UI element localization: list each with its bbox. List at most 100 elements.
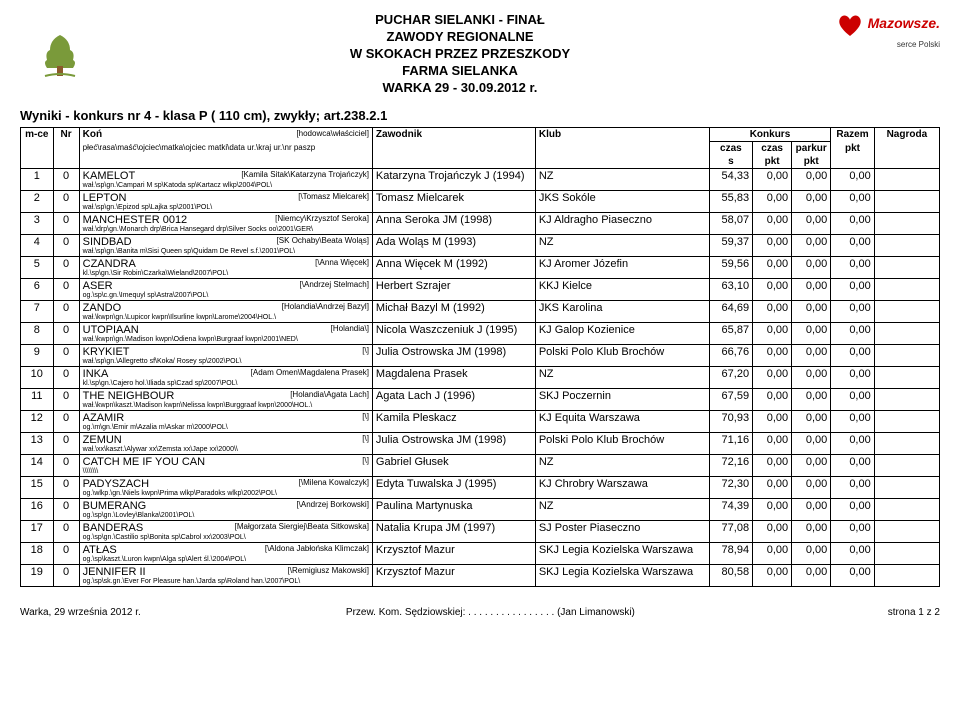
cell-mce: 15 [21,477,54,499]
cell-kon: PADYSZACH[\Milena Kowalczyk]og.\wlkp.\gn… [79,477,372,499]
logo-right: Mazowsze. serce Polski [820,10,940,49]
cell-kon: BUMERANG[\Andrzej Borkowski]og.\sp\gn.\L… [79,499,372,521]
cell-nagroda [874,191,939,213]
kon-detail: wał.\kwpn\kaszt.\Madison kwpn\Nelissa kw… [83,402,369,409]
table-row: 140CATCH ME IF YOU CAN[\]\\\\\\\\Gabriel… [21,455,940,477]
cell-zawodnik: Gabriel Głusek [372,455,535,477]
table-row: 120AZAMIR[\]og.\m\gn.\Emir m\Azalia m\As… [21,411,940,433]
cell-mce: 6 [21,279,54,301]
cell-zawodnik: Anna Seroka JM (1998) [372,213,535,235]
th-kon-sub1: [hodowca\właściciel] [296,129,368,138]
cell-czaspkt: 0,00 [753,367,792,389]
title-line-2: ZAWODY REGIONALNE [100,29,820,44]
cell-mce: 2 [21,191,54,213]
cell-klub: SJ Poster Piaseczno [535,521,709,543]
kon-detail: wał.\sp\gn.\Banita m\Sisi Queen sp\Quida… [83,248,369,255]
kon-detail: wał.\sp\gn.\Campari M sp\Katoda sp\Karta… [83,182,369,189]
cell-mce: 19 [21,565,54,587]
cell-klub: NZ [535,169,709,191]
cell-parkurpkt: 0,00 [792,499,831,521]
cell-czas: 63,10 [709,279,752,301]
kon-detail: wał.\kwpn\gn.\Lupicor kwpn\Ilsurline kwp… [83,314,369,321]
cell-czas: 59,37 [709,235,752,257]
title-line-3: W SKOKACH PRZEZ PRZESZKODY [100,46,820,61]
table-row: 70ZANDO[Holandia\Andrzej Bazyl]wał.\kwpn… [21,301,940,323]
table-row: 150PADYSZACH[\Milena Kowalczyk]og.\wlkp.… [21,477,940,499]
kon-owner: [Adam Omen\Magdalena Prasek] [251,368,369,377]
cell-czas: 71,16 [709,433,752,455]
cell-nr: 0 [53,213,79,235]
cell-razem: 0,00 [831,235,874,257]
cell-klub: KJ Galop Kozienice [535,323,709,345]
kon-detail: wał.\xx\kaszt.\Alywar xx\Zemsta xx\Jape … [83,446,369,453]
th-razem: Razem [831,128,874,142]
cell-czaspkt: 0,00 [753,411,792,433]
kon-name: ZEMUN [83,434,122,446]
cell-nr: 0 [53,323,79,345]
table-row: 20LEPTON[\Tomasz Mielcarek]wał.\sp\gn.\E… [21,191,940,213]
title-block: PUCHAR SIELANKI - FINAŁ ZAWODY REGIONALN… [100,10,820,97]
table-row: 40SINDBAD[SK Ochaby\Beata Woląs]wał.\sp\… [21,235,940,257]
cell-nr: 0 [53,191,79,213]
cell-klub: NZ [535,499,709,521]
table-head: m-ce Nr Koń [hodowca\właściciel] Zawodni… [21,128,940,169]
cell-czaspkt: 0,00 [753,169,792,191]
cell-zawodnik: Anna Więcek M (1992) [372,257,535,279]
th-mce: m-ce [21,128,54,169]
cell-mce: 14 [21,455,54,477]
table-row: 180ATŁAS[\Aldona Jabłońska Klimczak]og.\… [21,543,940,565]
cell-razem: 0,00 [831,367,874,389]
cell-nagroda [874,213,939,235]
kon-name: CATCH ME IF YOU CAN [83,456,205,468]
cell-klub: JKS Sokóle [535,191,709,213]
cell-razem: 0,00 [831,279,874,301]
kon-name: KAMELOT [83,170,136,182]
cell-czaspkt: 0,00 [753,521,792,543]
cell-czaspkt: 0,00 [753,213,792,235]
cell-parkurpkt: 0,00 [792,455,831,477]
cell-kon: BANDERAS[Małgorzata Siergiej\Beata Sitko… [79,521,372,543]
cell-klub: NZ [535,235,709,257]
kon-name: KRYKIET [83,346,130,358]
kon-owner: [Małgorzata Siergiej\Beata Sitkowska] [235,522,369,531]
cell-czaspkt: 0,00 [753,191,792,213]
cell-nagroda [874,279,939,301]
cell-nr: 0 [53,543,79,565]
title-line-4: FARMA SIELANKA [100,63,820,78]
cell-parkurpkt: 0,00 [792,345,831,367]
kon-owner: [\] [362,434,369,443]
cell-czaspkt: 0,00 [753,389,792,411]
cell-czas: 80,58 [709,565,752,587]
cell-czas: 77,08 [709,521,752,543]
th-parkur-sub: pkt [792,155,831,169]
cell-czas: 58,07 [709,213,752,235]
kon-name: ZANDO [83,302,122,314]
cell-nr: 0 [53,477,79,499]
kon-owner: [\Remigiusz Makowski] [288,566,369,575]
cell-mce: 12 [21,411,54,433]
kon-owner: [Holandia\Andrzej Bazyl] [282,302,369,311]
cell-czaspkt: 0,00 [753,543,792,565]
kon-name: LEPTON [83,192,127,204]
cell-parkurpkt: 0,00 [792,301,831,323]
cell-kon: ATŁAS[\Aldona Jabłońska Klimczak]og.\sp\… [79,543,372,565]
kon-name: THE NEIGHBOUR [83,390,175,402]
results-table: m-ce Nr Koń [hodowca\właściciel] Zawodni… [20,127,940,587]
cell-parkurpkt: 0,00 [792,477,831,499]
cell-nagroda [874,345,939,367]
cell-zawodnik: Krzysztof Mazur [372,565,535,587]
cell-czas: 66,76 [709,345,752,367]
table-row: 30MANCHESTER 0012[Niemcy\Krzysztof Serok… [21,213,940,235]
cell-zawodnik: Julia Ostrowska JM (1998) [372,433,535,455]
cell-parkurpkt: 0,00 [792,235,831,257]
cell-nagroda [874,521,939,543]
kon-owner: [SK Ochaby\Beata Woląs] [277,236,369,245]
cell-czas: 78,94 [709,543,752,565]
table-row: 170BANDERAS[Małgorzata Siergiej\Beata Si… [21,521,940,543]
cell-czaspkt: 0,00 [753,345,792,367]
cell-nr: 0 [53,389,79,411]
kon-name: BUMERANG [83,500,147,512]
cell-czaspkt: 0,00 [753,433,792,455]
cell-zawodnik: Tomasz Mielcarek [372,191,535,213]
table-row: 60ASER[\Andrzej Stelmach]og.\sp\c.gn.\Im… [21,279,940,301]
